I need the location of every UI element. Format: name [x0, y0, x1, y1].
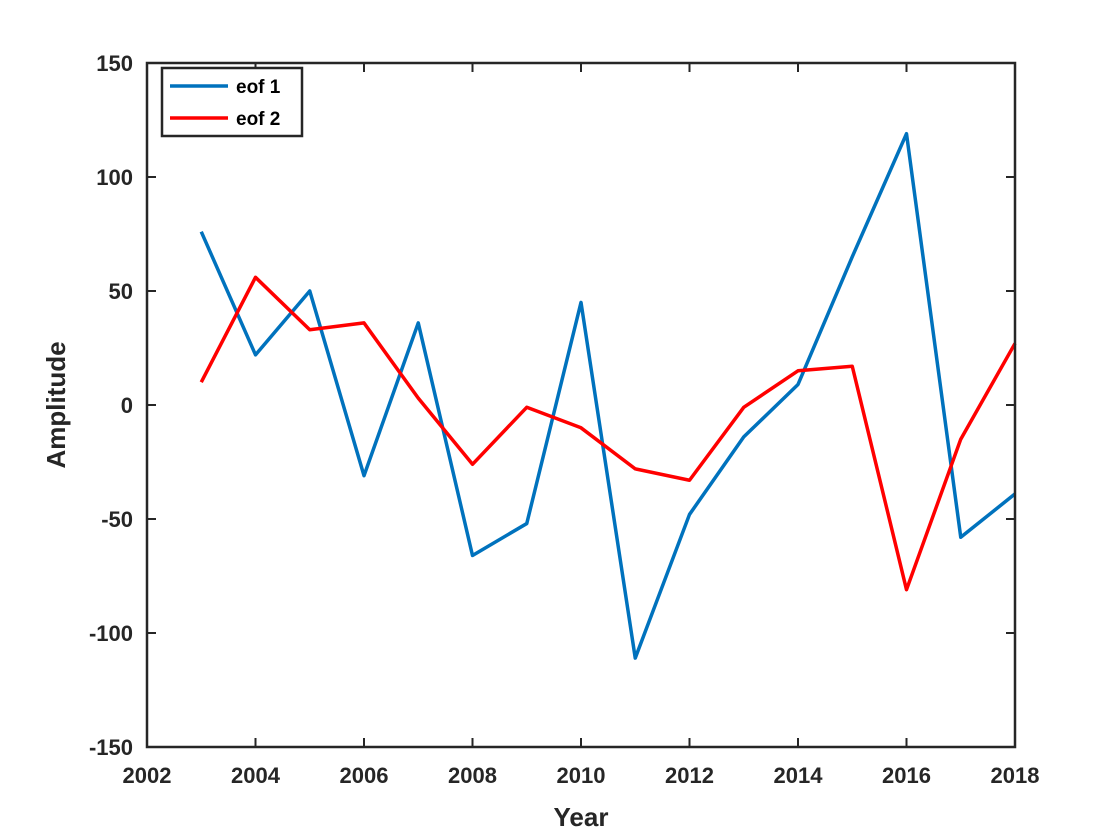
plot-area [147, 63, 1015, 747]
x-tick-label: 2002 [123, 763, 172, 788]
series-line-1 [199, 131, 1017, 660]
x-axis-label: Year [554, 802, 609, 832]
y-tick-label: 50 [109, 279, 133, 304]
ticks-layer: 2002 2004 2006 2008 2010 2012 2014 2016 2018 -150… [89, 51, 1040, 788]
x-tick-label: 2018 [991, 763, 1040, 788]
x-tick-label: 2010 [557, 763, 606, 788]
x-tick-label: 2014 [774, 763, 824, 788]
legend-box [160, 66, 304, 138]
y-tick-label: -150 [89, 735, 133, 760]
series-layer [199, 131, 1017, 660]
x-tick-label: 2012 [665, 763, 714, 788]
y-tick-label: 100 [96, 165, 133, 190]
x-tick-label: 2006 [340, 763, 389, 788]
legend-label-2: eof 2 [236, 109, 280, 130]
x-tick-label: 2016 [882, 763, 931, 788]
legend: eof 1 eof 2 [160, 66, 304, 138]
legend-label-1: eof 1 [236, 77, 281, 98]
y-tick-label: 150 [96, 51, 133, 76]
plot-background [147, 63, 1015, 747]
x-tick-label: 2008 [448, 763, 497, 788]
y-axis-label: Amplitude [41, 341, 71, 468]
y-tick-label: -100 [89, 621, 133, 646]
y-tick-label: 0 [121, 393, 133, 418]
series-line-2 [199, 275, 1017, 592]
y-tick-label: -50 [101, 507, 133, 532]
x-tick-label: 2004 [231, 763, 281, 788]
